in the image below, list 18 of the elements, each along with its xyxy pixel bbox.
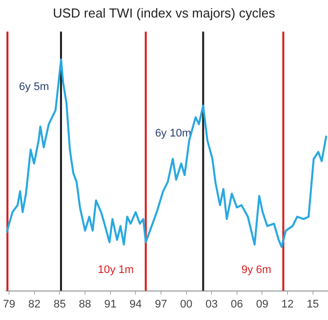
x-tick-label: 91 [104, 298, 116, 310]
ref-line-label: 6y 10m [155, 127, 192, 140]
ref-line-label: 6y 5m [19, 81, 49, 94]
x-tick-label: 82 [28, 298, 41, 310]
x-tick-label: 09 [256, 298, 268, 310]
ref-line-label: 9y 6m [241, 264, 272, 276]
x-tick-label: 97 [154, 298, 168, 310]
x-tick-label: 03 [205, 298, 218, 310]
ref-line-label: 10y 1m [98, 264, 134, 276]
x-tick-label: 85 [54, 298, 66, 310]
x-tick-label: 94 [130, 298, 142, 310]
x-tick-label: 15 [306, 298, 319, 310]
x-tick-label: 06 [230, 298, 244, 310]
x-tick-label: 79 [2, 298, 16, 310]
x-tick-label: 00 [180, 298, 192, 310]
x-tick-label: 88 [78, 298, 92, 310]
x-tick-label: 12 [281, 298, 294, 310]
chart-title: USD real TWI (index vs majors) cycles [52, 5, 276, 20]
